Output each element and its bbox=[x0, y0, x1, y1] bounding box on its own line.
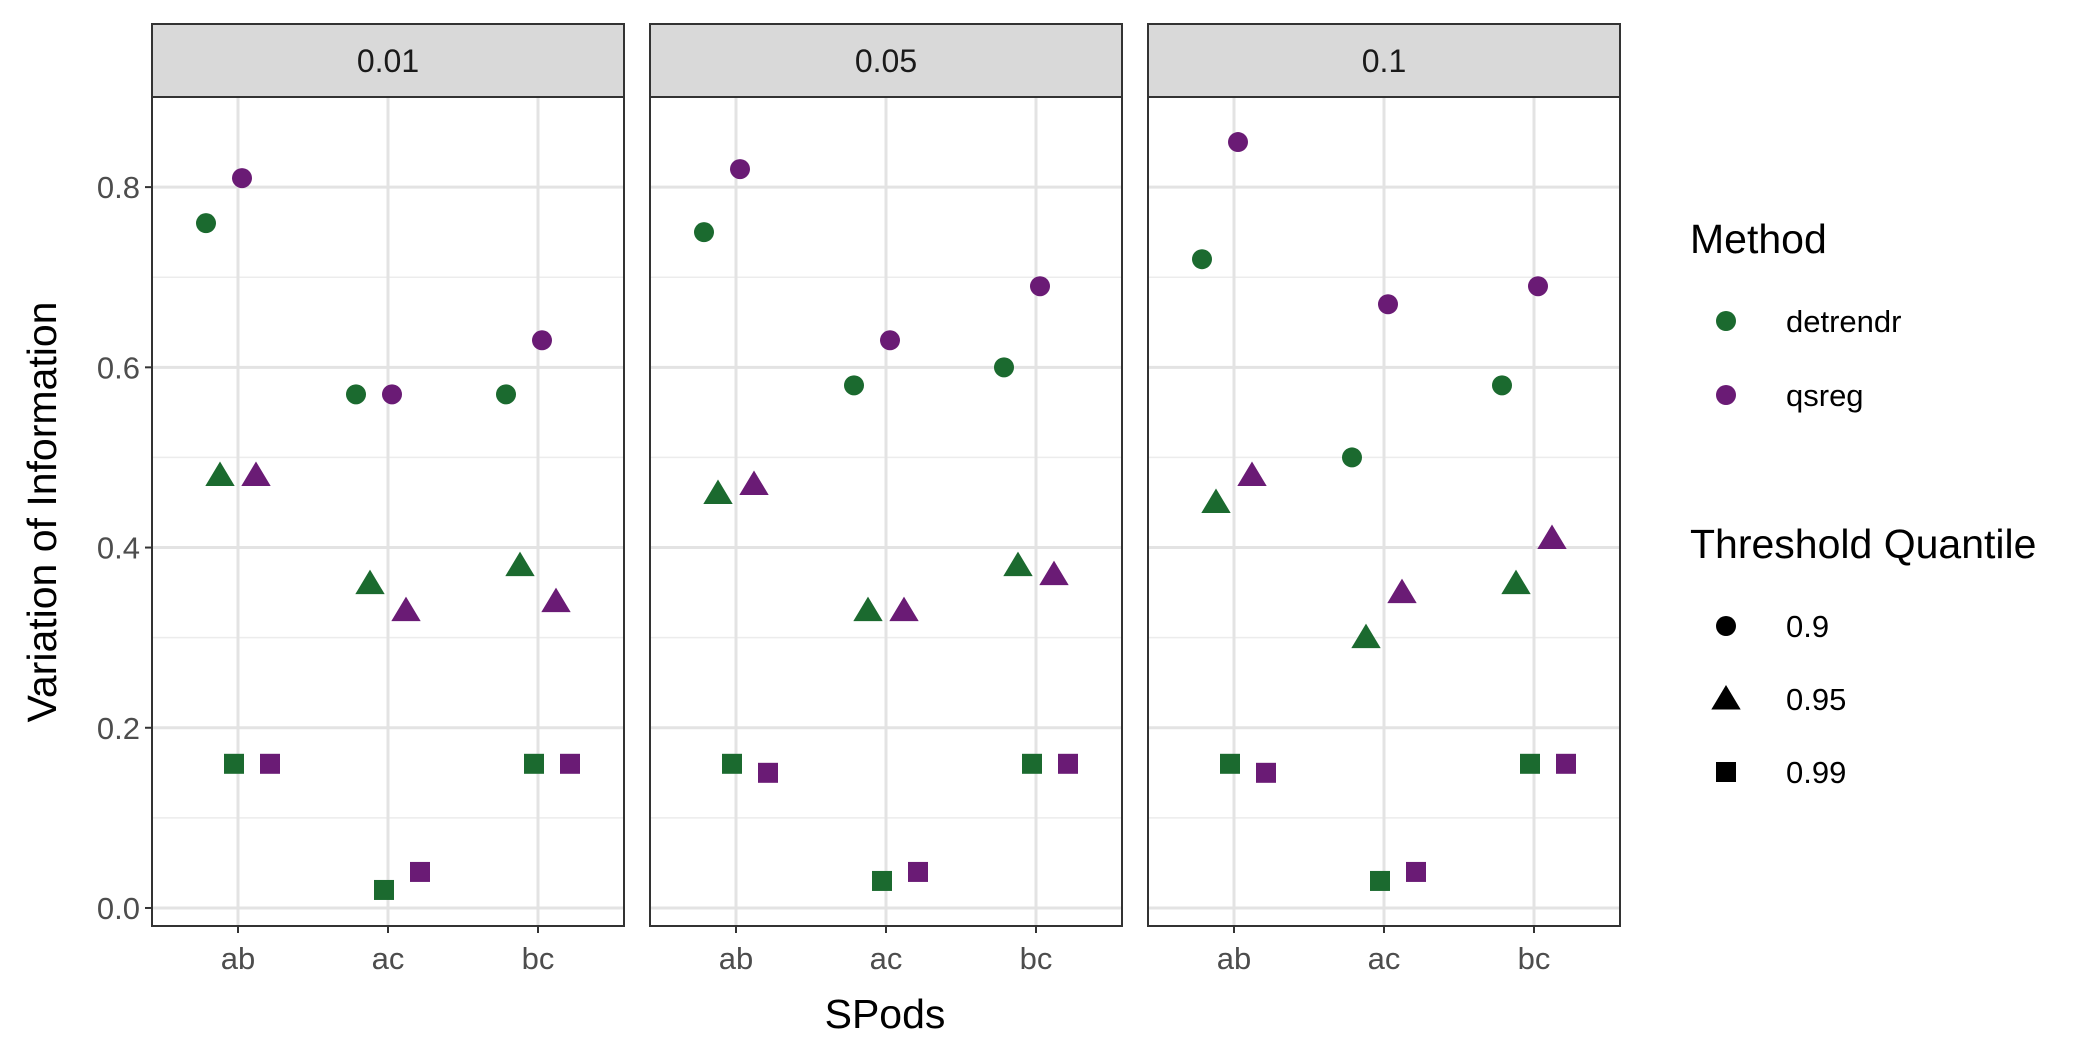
data-point-qsreg-triangle bbox=[889, 596, 919, 622]
y-tick-label: 0.4 bbox=[97, 531, 140, 566]
data-point-detrendr-square bbox=[1370, 870, 1390, 891]
data-point-qsreg-triangle bbox=[1537, 524, 1567, 550]
data-point-detrendr-triangle bbox=[355, 569, 385, 595]
data-point-detrendr-circle bbox=[346, 384, 366, 405]
data-point-qsreg-triangle bbox=[1387, 578, 1417, 604]
data-point-detrendr-triangle bbox=[703, 479, 733, 504]
axes-layer: 0.0 0.2 0.4 0.6 0.8 bbox=[97, 170, 152, 926]
legend-threshold-title: Threshold Quantile bbox=[1690, 521, 2036, 567]
data-point-detrendr-square bbox=[1022, 753, 1042, 774]
x-tick-label: ac bbox=[1368, 941, 1401, 976]
data-point-qsreg-square bbox=[1058, 753, 1078, 774]
data-point-qsreg-square bbox=[260, 753, 280, 774]
data-point-qsreg-circle bbox=[382, 384, 402, 405]
data-point-qsreg-circle bbox=[880, 330, 900, 351]
x-tick-label: ac bbox=[372, 941, 405, 976]
legend-label-qsreg: qsreg bbox=[1786, 378, 1864, 413]
data-point-detrendr-triangle bbox=[505, 551, 535, 577]
data-point-qsreg-square bbox=[908, 861, 928, 882]
data-point-qsreg-circle bbox=[1528, 276, 1548, 297]
facet-strip-label: 0.05 bbox=[855, 43, 917, 79]
x-tick-label: ac bbox=[870, 941, 903, 976]
data-point-detrendr-square bbox=[1520, 753, 1540, 774]
data-point-qsreg-circle bbox=[730, 159, 750, 180]
legend-label-threshold: 0.9 bbox=[1786, 609, 1829, 644]
data-point-detrendr-square bbox=[872, 870, 892, 891]
y-tick-label: 0.2 bbox=[97, 711, 140, 746]
x-tick-label: bc bbox=[1020, 941, 1053, 976]
facet-panel: 0.1 ab ac bc bbox=[1147, 23, 1621, 976]
data-point-qsreg-square bbox=[410, 861, 430, 882]
data-point-detrendr-triangle bbox=[1201, 488, 1231, 513]
facet-panel: 0.01 ab ac bc bbox=[151, 23, 625, 976]
y-tick-label: 0.8 bbox=[97, 170, 140, 205]
data-point-detrendr-triangle bbox=[853, 596, 883, 622]
data-point-qsreg-circle bbox=[232, 168, 252, 189]
legend: Method Threshold Quantile detrendr qsreg 0… bbox=[1690, 216, 2036, 790]
data-point-detrendr-circle bbox=[196, 213, 216, 234]
data-point-detrendr-circle bbox=[844, 375, 864, 396]
data-point-qsreg-triangle bbox=[241, 461, 271, 486]
data-point-detrendr-circle bbox=[694, 222, 714, 243]
data-point-detrendr-circle bbox=[1192, 249, 1212, 270]
legend-key-circle bbox=[1716, 616, 1736, 636]
x-tick-label: ab bbox=[221, 941, 255, 976]
x-tick-label: bc bbox=[1518, 941, 1551, 976]
data-point-qsreg-triangle bbox=[1237, 461, 1267, 486]
legend-key-detrendr bbox=[1716, 311, 1736, 331]
y-tick-label: 0.6 bbox=[97, 350, 140, 385]
data-point-qsreg-triangle bbox=[541, 587, 571, 613]
data-point-detrendr-triangle bbox=[1003, 551, 1033, 577]
data-point-qsreg-circle bbox=[1030, 276, 1050, 297]
data-point-qsreg-triangle bbox=[739, 470, 769, 495]
facet-panel: 0.05 ab ac bc bbox=[649, 23, 1123, 976]
data-point-detrendr-triangle bbox=[1351, 623, 1381, 649]
data-point-qsreg-square bbox=[758, 762, 778, 783]
data-point-detrendr-circle bbox=[496, 384, 516, 405]
x-tick-label: bc bbox=[522, 941, 555, 976]
legend-label-threshold: 0.99 bbox=[1786, 755, 1846, 790]
data-point-qsreg-square bbox=[560, 753, 580, 774]
y-axis-title: Variation of Information bbox=[19, 302, 65, 723]
data-point-detrendr-square bbox=[224, 753, 244, 774]
legend-key-qsreg bbox=[1716, 385, 1736, 405]
data-point-detrendr-triangle bbox=[205, 461, 235, 486]
legend-key-square bbox=[1716, 762, 1736, 782]
facet-strip bbox=[1147, 23, 1621, 98]
facet-strip bbox=[151, 23, 625, 98]
legend-key-triangle bbox=[1711, 685, 1741, 710]
data-point-detrendr-square bbox=[1220, 753, 1240, 774]
data-point-detrendr-circle bbox=[994, 357, 1014, 378]
data-point-qsreg-circle bbox=[1378, 294, 1398, 315]
legend-items: detrendr qsreg 0.9 0.95 0.99 bbox=[1711, 304, 1901, 790]
data-point-qsreg-triangle bbox=[391, 596, 421, 622]
data-point-qsreg-square bbox=[1556, 753, 1576, 774]
data-point-qsreg-square bbox=[1256, 762, 1276, 783]
data-point-detrendr-circle bbox=[1492, 375, 1512, 396]
data-point-detrendr-triangle bbox=[1501, 569, 1531, 595]
x-axis-title: SPods bbox=[825, 991, 946, 1037]
facet-strip-label: 0.01 bbox=[357, 43, 419, 79]
legend-method-title: Method bbox=[1690, 216, 1827, 262]
data-point-qsreg-circle bbox=[1228, 132, 1248, 153]
data-point-detrendr-circle bbox=[1342, 447, 1362, 468]
legend-label-threshold: 0.95 bbox=[1786, 682, 1846, 717]
facet-strip bbox=[649, 23, 1123, 98]
x-tick-label: ab bbox=[1217, 941, 1251, 976]
facet-strip-label: 0.1 bbox=[1362, 43, 1406, 79]
data-point-qsreg-triangle bbox=[1039, 560, 1069, 586]
data-point-detrendr-square bbox=[722, 753, 742, 774]
data-point-detrendr-square bbox=[524, 753, 544, 774]
data-point-qsreg-circle bbox=[532, 330, 552, 351]
data-point-qsreg-square bbox=[1406, 861, 1426, 882]
legend-label-detrendr: detrendr bbox=[1786, 304, 1901, 339]
panels-layer: 0.01 ab ac bc 0.05 ab ac bc 0.1 ab ac bc bbox=[151, 23, 1621, 976]
x-tick-label: ab bbox=[719, 941, 753, 976]
y-tick-label: 0.0 bbox=[97, 891, 140, 926]
data-point-detrendr-square bbox=[374, 879, 394, 900]
